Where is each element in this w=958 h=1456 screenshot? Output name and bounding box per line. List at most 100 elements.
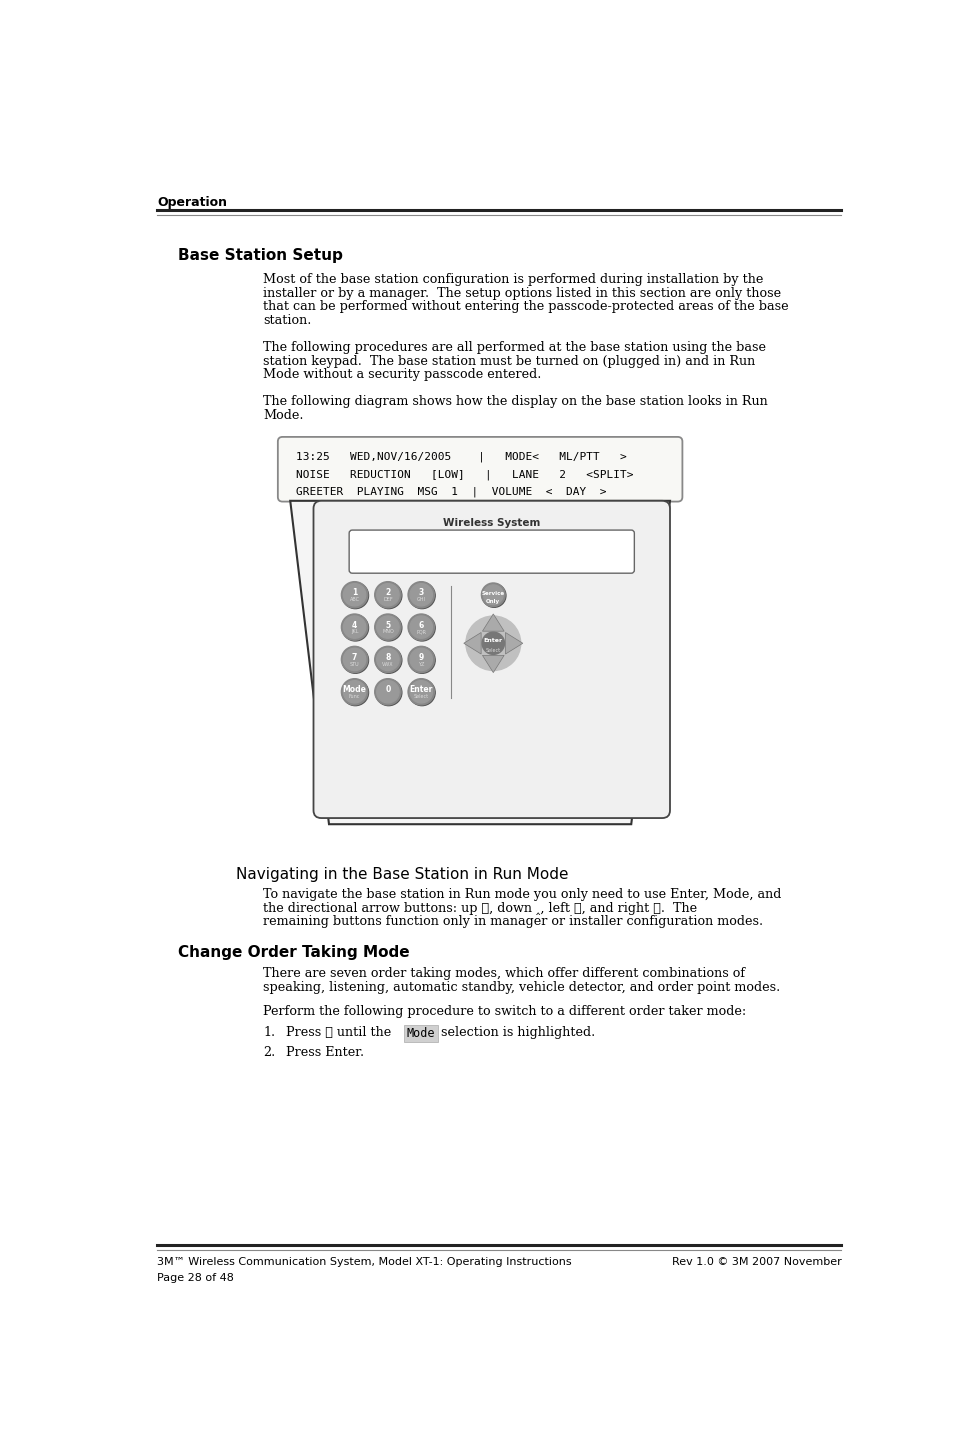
Text: Page 28 of 48: Page 28 of 48 [157,1273,234,1283]
Circle shape [410,648,432,671]
Text: Enter: Enter [409,686,433,695]
Text: installer or by a manager.  The setup options listed in this section are only th: installer or by a manager. The setup opt… [263,287,782,300]
Circle shape [343,680,366,703]
Text: MNO: MNO [382,629,394,635]
Text: 3M™ Wireless Communication System, Model XT-1: Operating Instructions: 3M™ Wireless Communication System, Model… [157,1258,572,1267]
FancyBboxPatch shape [278,437,682,501]
Circle shape [341,678,368,705]
Text: selection is highlighted.: selection is highlighted. [442,1026,596,1040]
Text: 13:25   WED,NOV/16/2005    |   MODE<   ML/PTT   >: 13:25 WED,NOV/16/2005 | MODE< ML/PTT > [296,451,627,462]
Text: station.: station. [263,313,311,326]
Circle shape [376,680,401,706]
Text: Mode: Mode [407,1026,436,1040]
Text: Func: Func [349,695,360,699]
Circle shape [375,614,401,641]
Text: Service: Service [482,591,505,596]
Circle shape [410,584,432,606]
Circle shape [482,632,505,654]
Text: GREETER  PLAYING  MSG  1  |  VOLUME  <  DAY  >: GREETER PLAYING MSG 1 | VOLUME < DAY > [296,486,607,496]
Text: 7: 7 [352,652,357,662]
FancyBboxPatch shape [313,501,670,818]
Text: DEF: DEF [383,597,393,601]
Circle shape [341,614,368,641]
Circle shape [409,614,435,641]
Polygon shape [506,632,523,654]
Circle shape [342,680,369,706]
Text: The following diagram shows how the display on the base station looks in Run: The following diagram shows how the disp… [263,396,768,408]
Polygon shape [483,614,504,632]
Circle shape [376,614,401,641]
Circle shape [482,584,506,607]
Circle shape [341,581,368,607]
Circle shape [376,680,399,703]
Text: 9: 9 [419,652,423,662]
Text: Select: Select [414,695,429,699]
Text: Enter: Enter [484,638,503,644]
Circle shape [410,680,432,703]
Circle shape [375,678,401,705]
Circle shape [376,646,401,673]
Circle shape [376,584,399,606]
Text: YZ: YZ [418,661,424,667]
Text: Mode: Mode [343,686,367,695]
Text: 2.: 2. [263,1047,275,1060]
Circle shape [376,616,399,638]
Circle shape [343,648,366,671]
Text: 5: 5 [385,620,391,629]
FancyBboxPatch shape [349,530,634,574]
Text: GHI: GHI [417,597,425,601]
Text: 2: 2 [385,588,391,597]
Text: 4: 4 [352,620,357,629]
Text: 3: 3 [419,588,423,597]
Text: Only: Only [487,600,500,604]
Text: 8: 8 [385,652,391,662]
Text: Base Station Setup: Base Station Setup [178,248,343,264]
Circle shape [484,585,503,604]
Text: station keypad.  The base station must be turned on (plugged in) and in Run: station keypad. The base station must be… [263,354,755,367]
Text: Mode without a security passcode entered.: Mode without a security passcode entered… [263,368,541,381]
Circle shape [343,616,366,638]
Text: Change Order Taking Mode: Change Order Taking Mode [178,945,409,961]
Circle shape [342,614,369,641]
Text: Press Enter.: Press Enter. [286,1047,364,1060]
Polygon shape [290,501,670,824]
Text: 1: 1 [352,588,357,597]
Circle shape [341,646,368,673]
Circle shape [408,678,434,705]
Text: ABC: ABC [350,597,359,601]
Text: STU: STU [350,661,359,667]
Circle shape [375,646,401,673]
Circle shape [376,582,401,609]
Circle shape [466,616,521,671]
Text: To navigate the base station in Run mode you only need to use Enter, Mode, and: To navigate the base station in Run mode… [263,888,782,901]
Circle shape [482,582,505,607]
Circle shape [342,646,369,673]
Text: Mode.: Mode. [263,409,304,422]
Text: There are seven order taking modes, which offer different combinations of: There are seven order taking modes, whic… [263,967,745,980]
Circle shape [408,614,434,641]
Text: Navigating in the Base Station in Run Mode: Navigating in the Base Station in Run Mo… [236,866,568,881]
Circle shape [409,582,435,609]
Circle shape [376,648,399,671]
Polygon shape [483,655,504,673]
Circle shape [342,582,369,609]
Circle shape [410,616,432,638]
Text: Rev 1.0 © 3M 2007 November: Rev 1.0 © 3M 2007 November [672,1258,841,1267]
Text: Most of the base station configuration is performed during installation by the: Most of the base station configuration i… [263,274,764,287]
Circle shape [375,581,401,607]
Text: Select: Select [486,648,501,652]
Text: 0: 0 [385,686,391,695]
FancyBboxPatch shape [404,1025,438,1042]
Text: that can be performed without entering the passcode-protected areas of the base: that can be performed without entering t… [263,300,788,313]
Text: VWX: VWX [382,661,394,667]
Text: PQR: PQR [416,629,426,635]
Circle shape [409,680,435,706]
Text: 1.: 1. [263,1026,275,1040]
Text: NOISE   REDUCTION   [LOW]   |   LANE   2   <SPLIT>: NOISE REDUCTION [LOW] | LANE 2 <SPLIT> [296,469,634,479]
Text: Wireless System: Wireless System [443,518,540,527]
Text: Operation: Operation [157,197,227,210]
Text: 6: 6 [419,620,423,629]
Text: the directional arrow buttons: up ⌃, down ‸, left ⌃, and right ⍙.  The: the directional arrow buttons: up ⌃, dow… [263,901,697,914]
Text: speaking, listening, automatic standby, vehicle detector, and order point modes.: speaking, listening, automatic standby, … [263,980,781,993]
Circle shape [408,581,434,607]
